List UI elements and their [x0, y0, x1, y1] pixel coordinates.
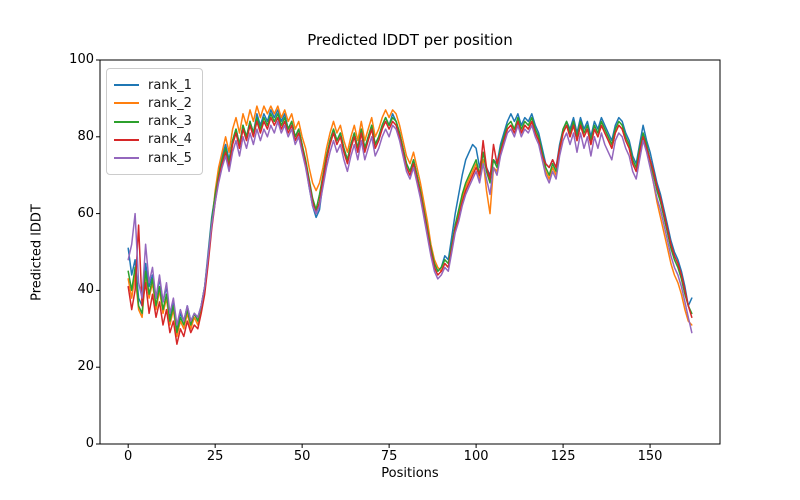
series-line-rank_5: [127, 120, 693, 334]
y-tick-label: 20: [77, 359, 94, 375]
y-tick-label: 40: [77, 282, 94, 298]
y-tick-label: 80: [77, 128, 94, 144]
y-tick-label: 100: [69, 52, 94, 67]
rank-5-line-swatch: [114, 157, 139, 159]
x-tick-label: 50: [293, 449, 311, 464]
series-line-rank_3: [127, 113, 693, 334]
rank-2-line-swatch: [114, 102, 139, 105]
series-line-rank_4: [127, 116, 693, 345]
legend-entry-rank-2: rank_2: [114, 94, 193, 112]
x-tick-label: 0: [124, 449, 133, 464]
x-tick-label: 75: [380, 449, 398, 464]
y-tick-label: 0: [85, 436, 94, 451]
rank-1-line-swatch: [114, 84, 139, 86]
legend-entry-rank-1: rank_1: [114, 76, 193, 94]
axes-frame: [99, 59, 721, 445]
rank-3-line-swatch: [114, 120, 139, 123]
legend-entry-rank-4: rank_4: [114, 131, 193, 149]
x-tick-label: 25: [206, 449, 224, 464]
legend: rank_1 rank_2 rank_3 rank_4 rank_5: [106, 68, 203, 175]
x-axis-label: Positions: [381, 466, 439, 481]
legend-entry-rank-3: rank_3: [114, 113, 193, 131]
x-tick-label: 100: [463, 449, 489, 464]
x-tick-label: 125: [550, 449, 576, 464]
legend-entry-rank-5: rank_5: [114, 149, 193, 167]
legend-label: rank_3: [148, 114, 192, 129]
legend-label: rank_5: [148, 150, 192, 166]
y-axis-label: Predicted lDDT: [29, 204, 45, 301]
y-tick-label: 60: [77, 205, 94, 221]
legend-label: rank_2: [148, 95, 192, 111]
legend-label: rank_4: [148, 132, 192, 148]
legend-label: rank_1: [148, 77, 192, 93]
rank-4-line-swatch: [114, 138, 139, 141]
x-tick-label: 150: [637, 449, 663, 464]
chart-title: Predicted lDDT per position: [307, 31, 513, 49]
